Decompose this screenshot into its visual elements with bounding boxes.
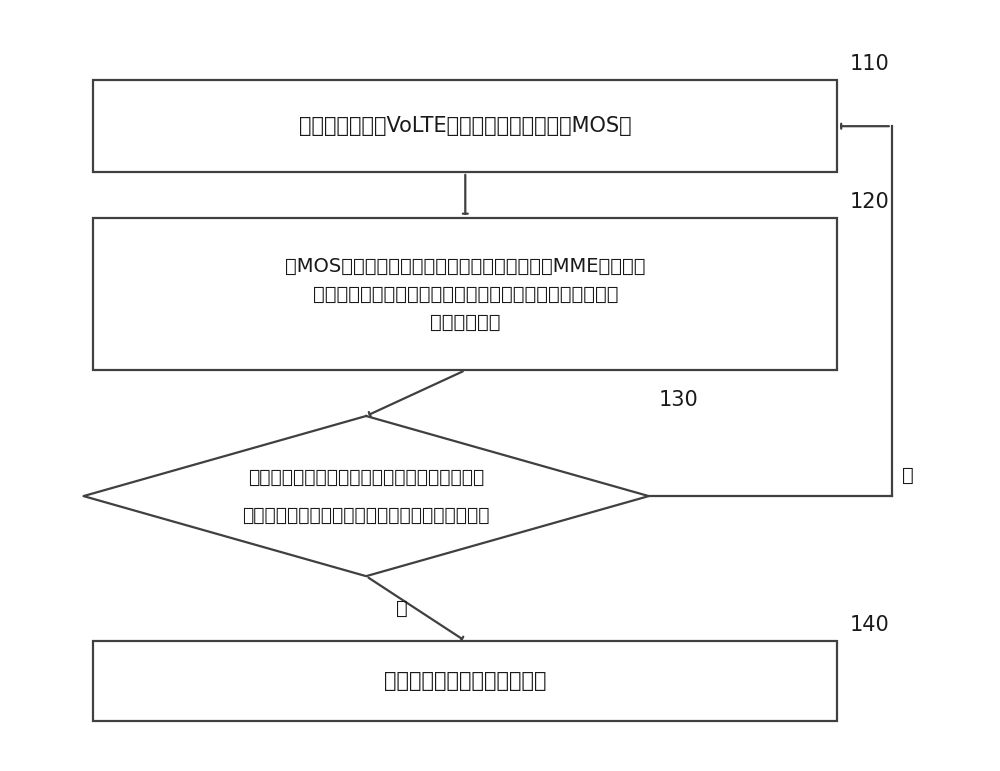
Text: 110: 110 bbox=[850, 54, 890, 74]
Text: 若MOS值小于预设阈值，则控制移动性管理实体MME向与用户
终端连接的基站发送异频测量控制指令，以使用户终端上报
异频测量报告: 若MOS值小于预设阈值，则控制移动性管理实体MME向与用户 终端连接的基站发送异… bbox=[285, 257, 646, 332]
Text: 接收异频测试报告，并判断预设时间内异频测试: 接收异频测试报告，并判断预设时间内异频测试 bbox=[248, 467, 484, 487]
Text: 是: 是 bbox=[396, 599, 408, 618]
FancyBboxPatch shape bbox=[93, 641, 837, 721]
Text: 130: 130 bbox=[659, 390, 698, 410]
Text: 在用户终端进行VoLTE语音通话时，实时获取MOS值: 在用户终端进行VoLTE语音通话时，实时获取MOS值 bbox=[299, 116, 632, 136]
Text: 140: 140 bbox=[850, 615, 890, 635]
FancyBboxPatch shape bbox=[93, 80, 837, 172]
Text: 报告中的小区电平值是否大于或者等于预设门限值: 报告中的小区电平值是否大于或者等于预设门限值 bbox=[242, 506, 490, 524]
Text: 否: 否 bbox=[902, 466, 913, 485]
Text: 对用户终端进行异频小区切换: 对用户终端进行异频小区切换 bbox=[384, 671, 547, 691]
Text: 120: 120 bbox=[850, 192, 890, 211]
FancyBboxPatch shape bbox=[93, 217, 837, 370]
Polygon shape bbox=[84, 416, 649, 576]
